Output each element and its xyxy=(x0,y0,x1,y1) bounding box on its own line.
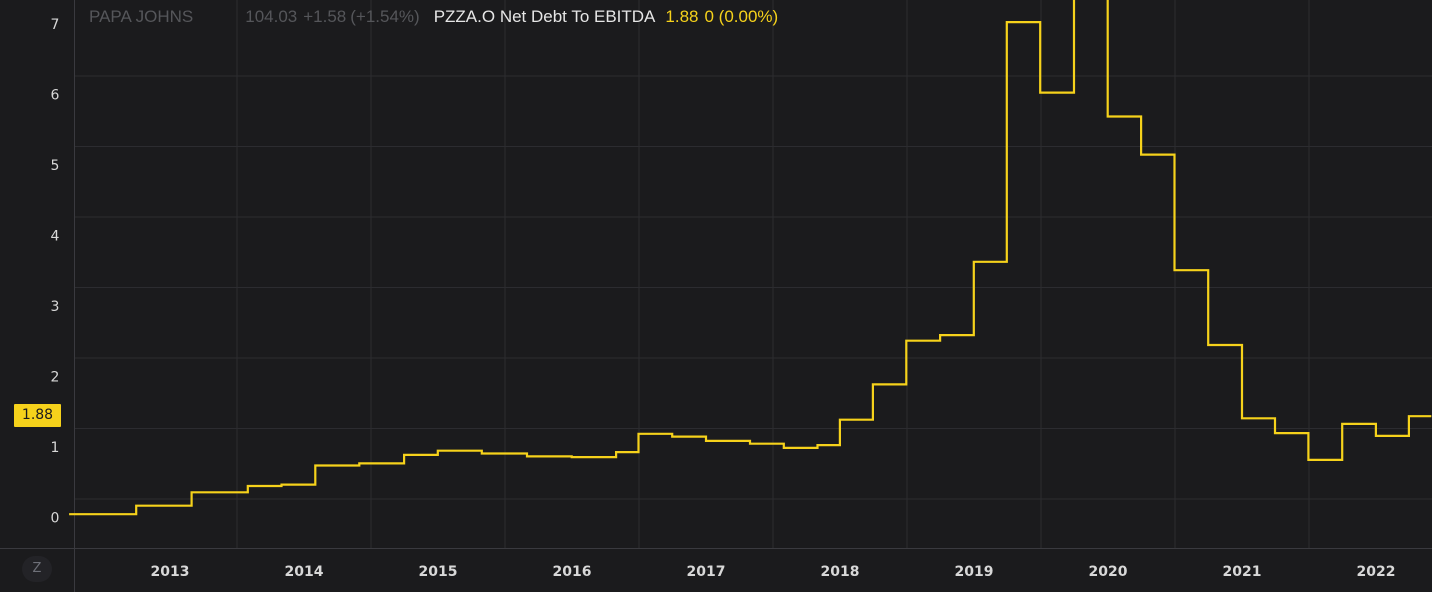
y-tick-label: 0 xyxy=(51,511,60,527)
x-tick-label: 2019 xyxy=(955,564,994,580)
y-axis-ticks: 0123456789 xyxy=(51,17,60,527)
last-value-label: 1.88 xyxy=(14,404,61,427)
series-change: 0 (0.00%) xyxy=(704,7,779,26)
x-tick-label: 2018 xyxy=(821,564,860,580)
x-tick-label: 2013 xyxy=(151,564,190,580)
y-tick-label: 7 xyxy=(51,17,60,33)
y-tick-label: 2 xyxy=(51,370,60,386)
x-tick-label: 2016 xyxy=(553,564,592,580)
x-tick-label: 2014 xyxy=(285,564,324,580)
grid-lines xyxy=(74,0,1432,548)
series-line-net-debt-to-ebitda xyxy=(69,0,1432,516)
x-tick-label: 2015 xyxy=(419,564,458,580)
x-tick-label: 2022 xyxy=(1357,564,1396,580)
price-change: +1.58 xyxy=(303,7,347,26)
stock-price: 104.03 xyxy=(245,7,298,26)
zoom-button[interactable]: Z xyxy=(22,556,52,582)
x-tick-label: 2020 xyxy=(1089,564,1128,580)
series-name: PZZA.O Net Debt To EBITDA xyxy=(433,7,656,26)
x-axis-ticks: 2013 2014 2015 2016 2017 2018 2019 2020 2021 2022 xyxy=(151,564,1396,580)
company-name: PAPA JOHNS xyxy=(89,7,194,26)
x-tick-label: 2017 xyxy=(687,564,726,580)
y-tick-label: 3 xyxy=(51,299,60,315)
x-tick-label: 2021 xyxy=(1223,564,1262,580)
series-value: 1.88 xyxy=(665,7,699,26)
y-tick-label: 4 xyxy=(51,229,60,245)
y-tick-label: 6 xyxy=(51,88,60,104)
y-tick-label: 5 xyxy=(51,158,60,174)
series-layer xyxy=(69,0,1432,516)
chart-legend: PAPA JOHNS 104.03 +1.58 (+1.54%) PZZA.O Net … xyxy=(89,6,778,28)
y-tick-label: 1 xyxy=(51,440,60,456)
price-change-percent: (+1.54%) xyxy=(350,7,420,26)
